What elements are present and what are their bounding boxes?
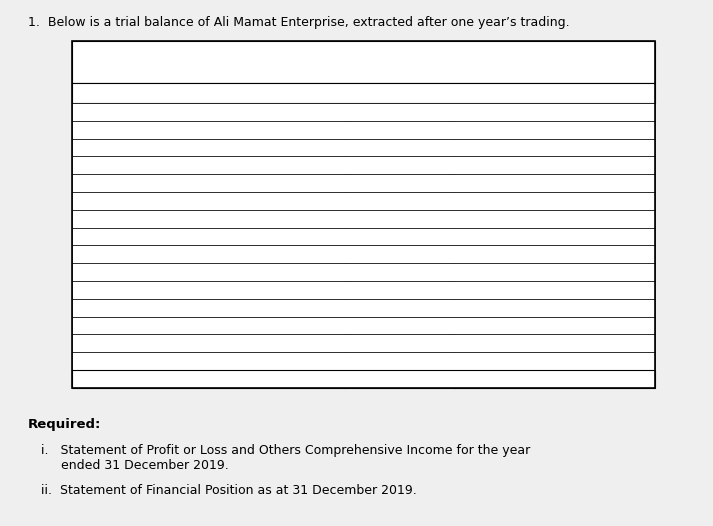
Text: General expenses: General expenses [77,213,190,225]
Text: 1,894: 1,894 [408,177,443,190]
Text: 138,066: 138,066 [582,355,633,368]
Text: 16,524: 16,524 [590,284,633,297]
Text: Motor expenses: Motor expenses [77,159,176,172]
Text: Particulars: Particulars [77,86,153,99]
Text: 345,166: 345,166 [576,372,633,386]
Text: 2,416: 2,416 [408,159,443,172]
Text: 16,519: 16,519 [400,301,443,315]
Text: Drawings: Drawings [77,337,135,350]
Text: Cash at bank: Cash at bank [77,301,159,315]
Text: Salaries: Salaries [77,141,127,154]
Text: 372: 372 [419,195,443,207]
Text: 16,594: 16,594 [400,248,443,261]
Text: Cash in hand: Cash in hand [77,319,158,332]
Text: TOTAL: TOTAL [185,372,230,386]
Text: 190,576: 190,576 [582,106,633,118]
Text: 342: 342 [419,319,443,332]
Text: 119,832: 119,832 [392,123,443,136]
Text: 1.  Below is a trial balance of Ali Mamat Enterprise, extracted after one year’s: 1. Below is a trial balance of Ali Mamat… [28,16,569,29]
Text: Account payable: Account payable [77,284,181,297]
Text: Credit (RM): Credit (RM) [510,86,590,99]
Text: ii.  Statement of Financial Position as at 31 December 2019.: ii. Statement of Financial Position as a… [41,484,417,497]
Text: Capital: Capital [77,355,120,368]
Text: Premises: Premises [77,230,133,243]
Text: Trial Balance as at 31 December 2019: Trial Balance as at 31 December 2019 [217,63,499,76]
Text: Debit (RM): Debit (RM) [362,86,438,99]
Text: Ali Mamat Enterprise: Ali Mamat Enterprise [279,48,437,61]
Text: Rent: Rent [77,177,106,190]
Text: 345,166: 345,166 [386,372,443,386]
Text: 95,420: 95,420 [399,230,443,243]
Text: 85: 85 [427,213,443,225]
Text: Motor vehicles: Motor vehicles [77,248,168,261]
Text: Insurance: Insurance [77,195,138,207]
Text: Account receivables: Account receivables [77,266,203,279]
Text: Required:: Required: [28,418,101,431]
Text: Sales: Sales [77,106,111,118]
Text: Purchases: Purchases [77,123,140,136]
Text: 26,740: 26,740 [399,266,443,279]
Text: 56,527: 56,527 [399,141,443,154]
Text: 8,425: 8,425 [407,337,443,350]
Text: i.   Statement of Profit or Loss and Others Comprehensive Income for the year
  : i. Statement of Profit or Loss and Other… [41,444,530,472]
